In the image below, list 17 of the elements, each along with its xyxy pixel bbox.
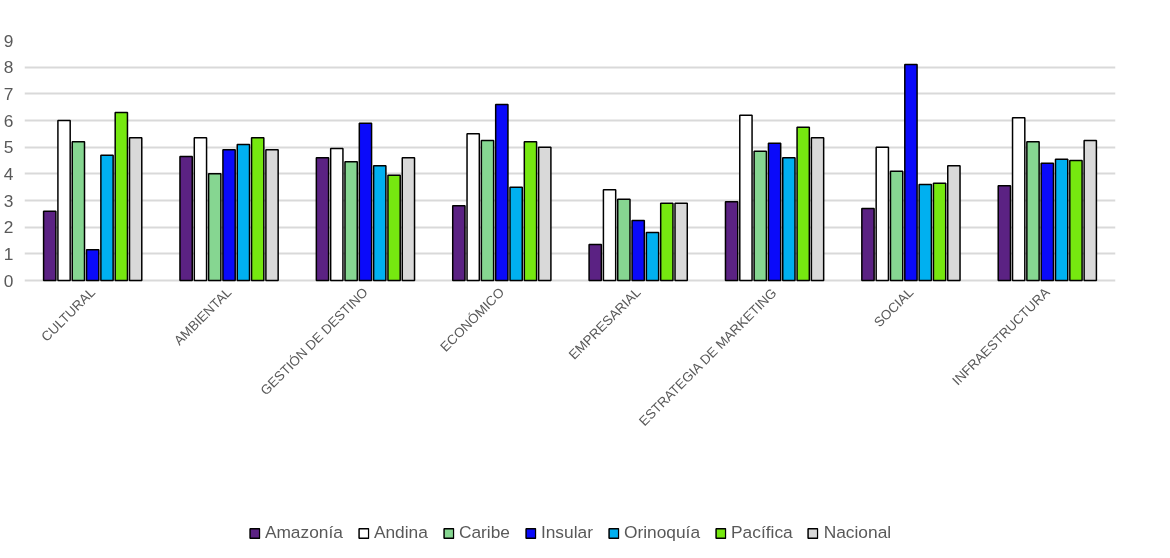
- y-tick-label: 5: [3, 137, 14, 158]
- legend-label: Pacífica: [731, 522, 793, 543]
- y-tick-label: 6: [3, 110, 14, 131]
- y-tick-label: 9: [3, 30, 14, 51]
- y-tick-label: 2: [3, 217, 14, 238]
- y-tick-label: 7: [3, 83, 14, 104]
- legend-label: Nacional: [823, 522, 892, 543]
- legend-label: Orinoquía: [623, 522, 701, 543]
- legend-label: Andina: [373, 522, 428, 543]
- legend-label: Insular: [540, 522, 593, 543]
- y-tick-label: 0: [3, 270, 14, 291]
- y-tick-label: 1: [3, 243, 14, 264]
- y-tick-label: 8: [3, 57, 14, 78]
- y-tick-label: 3: [3, 190, 14, 211]
- legend-label: Caribe: [458, 522, 510, 543]
- legend-label: Amazonía: [264, 522, 343, 543]
- y-tick-label: 4: [3, 163, 14, 184]
